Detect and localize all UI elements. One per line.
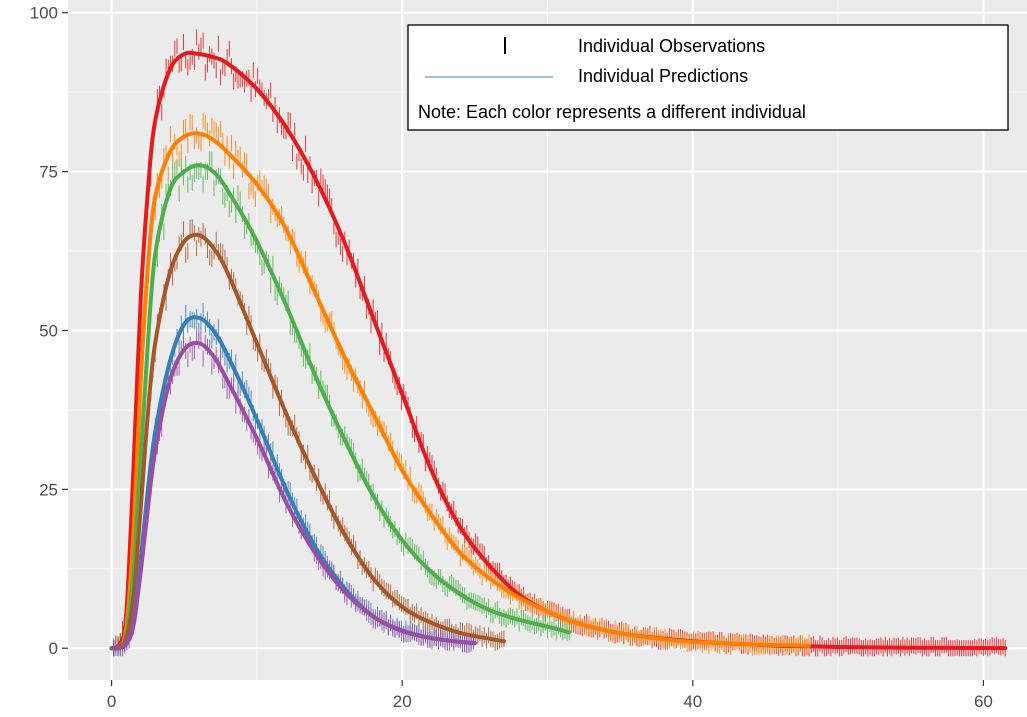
prediction-line (109, 131, 811, 651)
prediction-line (109, 340, 477, 651)
legend-label-observations: Individual Observations (578, 36, 765, 56)
legend: Individual Observations Individual Predi… (407, 24, 1009, 131)
legend-label-predictions: Individual Predictions (578, 66, 748, 86)
x-tick-label: 40 (683, 692, 702, 711)
prediction-line (109, 232, 506, 651)
prediction-line (109, 163, 572, 651)
legend-note: Note: Each color represents a different … (418, 102, 806, 122)
y-tick-label: 25 (39, 480, 58, 499)
x-tick-label: 60 (974, 692, 993, 711)
y-tick-label: 75 (39, 163, 58, 182)
prediction-line (109, 50, 1008, 651)
y-tick-label: 0 (49, 639, 58, 658)
x-tick-label: 20 (393, 692, 412, 711)
prediction-lines (109, 50, 1008, 651)
axes: 0 20 40 60 0 25 50 75 100 (30, 4, 993, 711)
x-tick-label: 0 (107, 692, 116, 711)
y-tick-label: 50 (39, 321, 58, 340)
y-tick-label: 100 (30, 4, 58, 23)
